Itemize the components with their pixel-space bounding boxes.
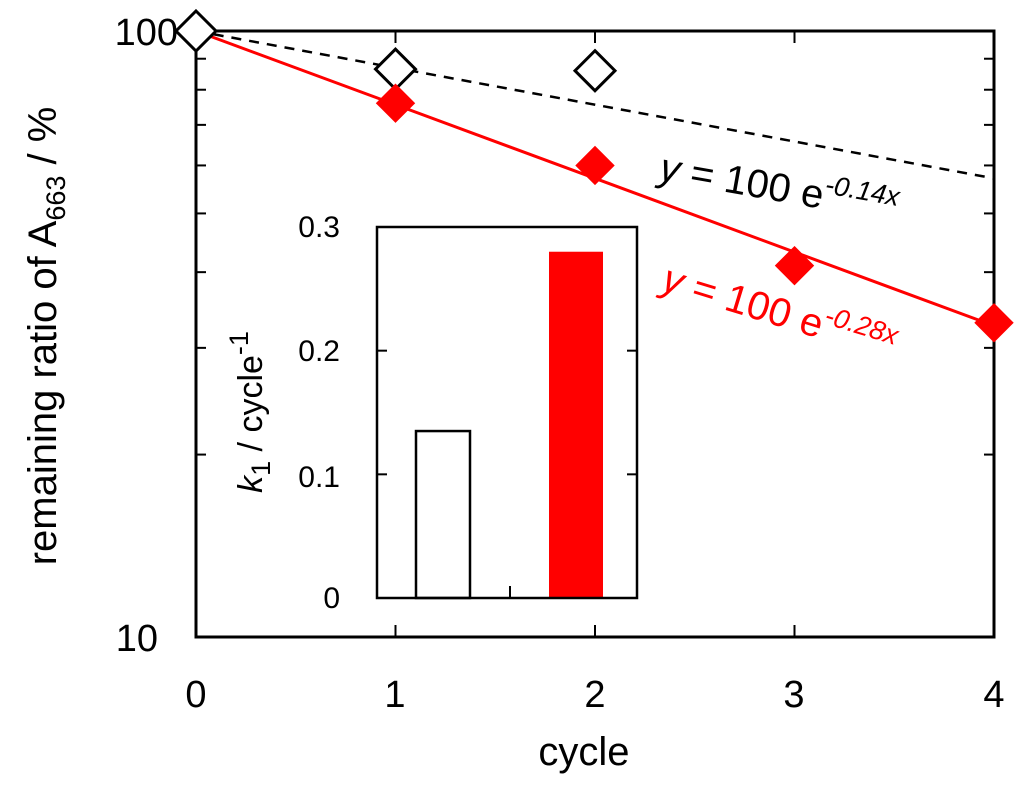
y-tick-label: 10	[116, 618, 158, 660]
open-diamond-marker	[173, 8, 219, 54]
filled-diamond-marker	[575, 145, 615, 186]
inset-y-axis-title-superscript: -1	[224, 331, 254, 355]
fit-red-label-eq: = 100 e	[676, 262, 828, 347]
y-tick-labels: 100 10	[115, 12, 178, 660]
y-axis-title-unit: / %	[21, 107, 65, 176]
inset-bars	[414, 251, 603, 600]
x-tick-label: 2	[584, 674, 605, 716]
fit-black-label-eq: = 100 e	[676, 149, 827, 218]
x-tick-label: 0	[185, 674, 206, 716]
inset-bar-filled	[549, 251, 603, 598]
inset-y-tick-label: 0.3	[298, 211, 340, 244]
inset-y-tick-label: 0	[323, 582, 340, 615]
x-tick-labels: 0 1 2 3 4	[185, 674, 1004, 716]
y-axis-title-main: remaining ratio of A	[21, 220, 65, 565]
inset-ticks	[377, 349, 637, 598]
inset-y-axis-title: k1 / cycle-1	[224, 331, 276, 493]
y-tick-label: 100	[115, 12, 178, 54]
x-axis-title: cycle	[538, 730, 629, 774]
main-ticks	[195, 31, 995, 637]
inset-y-axis-title-subscript: 1	[246, 461, 276, 476]
x-tick-label: 3	[783, 674, 804, 716]
fit-black-label-exp: -0.14x	[823, 169, 904, 212]
y-axis-title-subscript: 663	[41, 176, 71, 221]
y-axis-title: remaining ratio of A663 / %	[21, 107, 71, 566]
open-diamond-marker	[572, 48, 618, 93]
inset-y-tick-labels: 0 0.1 0.2 0.3	[298, 211, 340, 615]
x-tick-label: 4	[983, 674, 1004, 716]
filled-diamond-marker	[974, 303, 1014, 343]
fit-black-line	[195, 29, 995, 180]
filled-diamond-marker	[375, 83, 416, 123]
inset-y-tick-label: 0.1	[298, 461, 340, 494]
inset-y-axis-title-unit: / cycle	[232, 355, 270, 461]
fit-black-label: y = 100 e-0.14x	[653, 140, 903, 231]
inset-y-axis-title-k: k	[232, 474, 270, 493]
main-points	[173, 8, 1014, 343]
inset-y-tick-label: 0.2	[298, 335, 340, 368]
open-diamond-marker	[373, 47, 418, 92]
x-tick-label: 1	[384, 674, 405, 716]
filled-diamond-marker	[774, 245, 815, 286]
inset-bar-open	[414, 429, 472, 600]
fit-red-label-exp: -0.28x	[821, 300, 903, 351]
inset-frame	[375, 225, 639, 600]
